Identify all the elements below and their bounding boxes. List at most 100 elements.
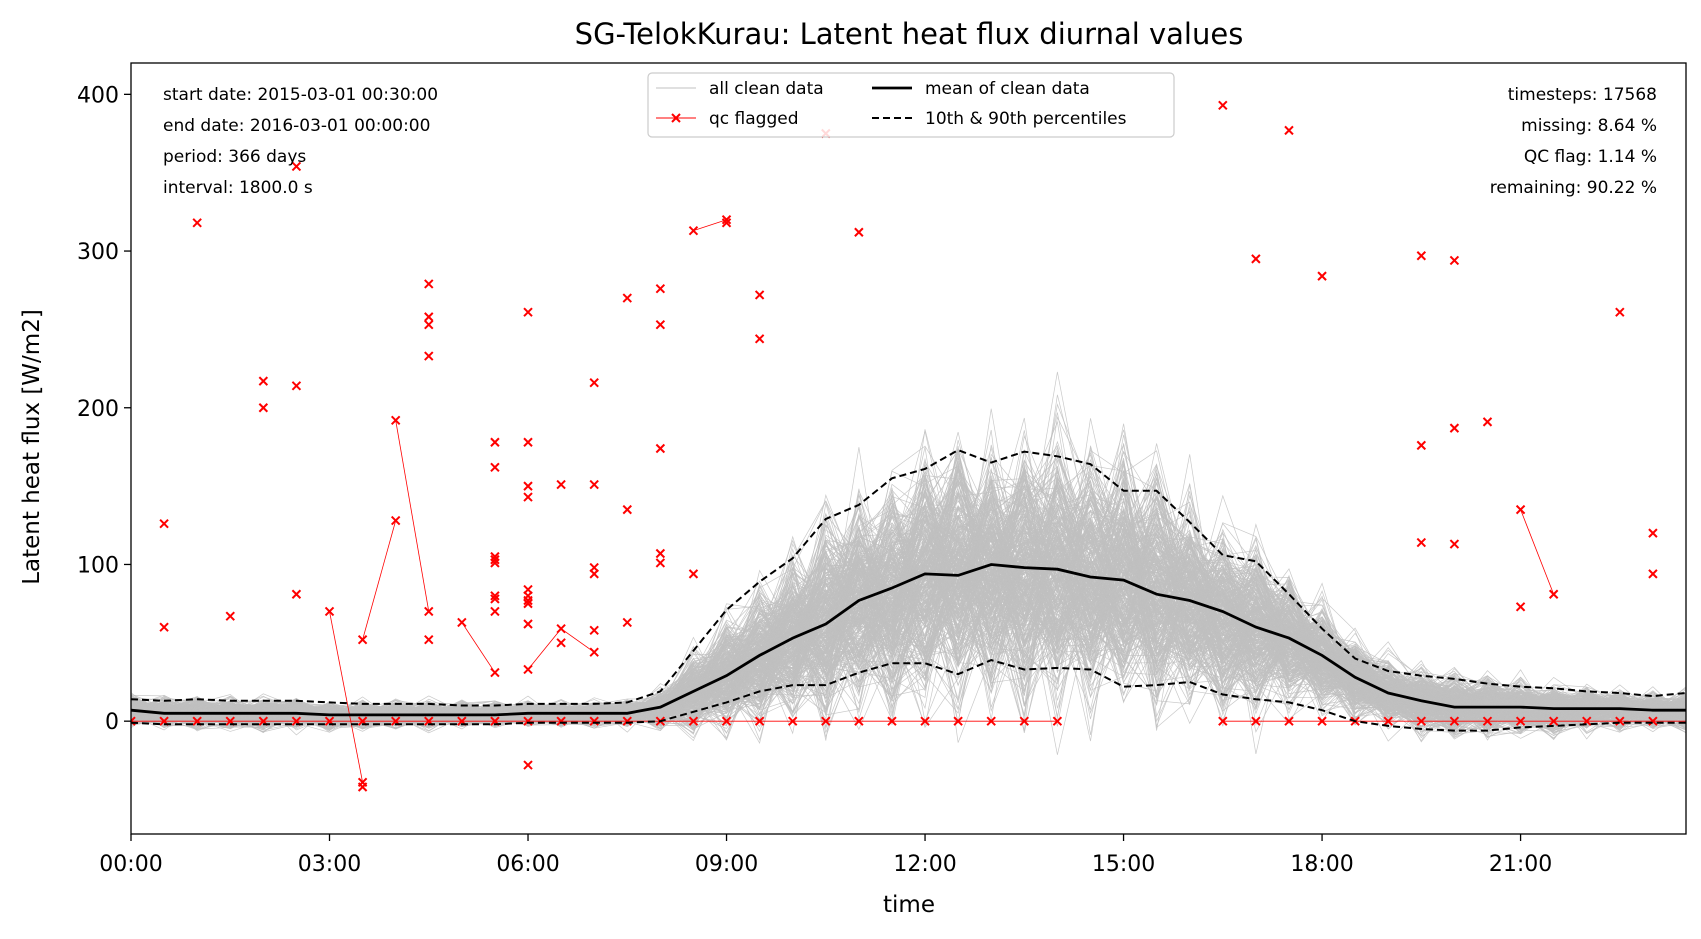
- qc-flagged-marker: [1648, 569, 1658, 579]
- qc-marker-stroke: [556, 638, 566, 648]
- qc-marker-stroke: [986, 716, 996, 726]
- qc-flagged-marker: [854, 716, 864, 726]
- qc-marker-stroke: [1251, 254, 1261, 264]
- qc-marker-stroke: [523, 595, 533, 606]
- qc-marker-stroke: [1218, 716, 1228, 726]
- chart-title: SG-TelokKurau: Latent heat flux diurnal …: [575, 17, 1244, 51]
- clean-data-line: [131, 468, 1686, 734]
- legend-entry: all clean data: [656, 79, 824, 99]
- qc-marker-stroke: [721, 218, 732, 228]
- qc-flagged-marker: [1548, 716, 1559, 726]
- legend-entry: mean of clean data: [872, 79, 1090, 99]
- qc-flagged-marker: [556, 479, 566, 490]
- qc-marker-stroke: [490, 558, 500, 568]
- qc-marker-stroke: [357, 634, 368, 645]
- qc-flagged-marker: [523, 595, 533, 606]
- qc-marker-stroke: [523, 598, 533, 609]
- qc-flagged-marker: [754, 334, 765, 344]
- legend-label: 10th & 90th percentiles: [925, 109, 1127, 129]
- qc-marker-stroke: [655, 558, 666, 568]
- qc-marker-stroke: [1284, 716, 1294, 726]
- info-left-line: start date: 2015-03-01 00:30:00: [163, 85, 438, 105]
- qc-marker-stroke: [490, 555, 500, 565]
- qc-flagged-marker: [192, 218, 202, 228]
- qc-flagged-marker: [655, 443, 666, 454]
- qc-marker-stroke: [1019, 716, 1030, 726]
- qc-segment: [527, 628, 562, 670]
- qc-flagged-marker: [291, 161, 302, 172]
- qc-flagged-marker: [821, 716, 831, 726]
- qc-flagged-marker: [556, 716, 566, 726]
- qc-marker-stroke: [1383, 716, 1393, 726]
- qc-flagged-marker: [1218, 716, 1228, 726]
- qc-marker-stroke: [523, 716, 533, 726]
- qc-flagged-marker: [589, 377, 599, 388]
- qc-marker-stroke: [589, 479, 599, 490]
- qc-flagged-marker: [655, 319, 666, 330]
- qc-marker-stroke: [953, 716, 963, 726]
- qc-flagged-marker: [1251, 254, 1261, 264]
- x-tick-label: 06:00: [496, 852, 559, 877]
- qc-flagged-marker: [986, 716, 996, 726]
- qc-flagged-marker: [589, 625, 599, 635]
- qc-flagged-marker: [1416, 251, 1427, 261]
- qc-marker-stroke: [424, 312, 434, 322]
- y-axis: 0 100 200 300 400: [77, 83, 131, 735]
- clean-data-line: [131, 448, 1686, 730]
- qc-marker-stroke: [490, 606, 500, 617]
- qc-marker-stroke: [1515, 716, 1526, 726]
- qc-flagged-marker: [589, 716, 599, 726]
- qc-flagged-marker: [1482, 716, 1493, 726]
- qc-marker-stroke: [324, 606, 335, 617]
- qc-marker-stroke: [854, 716, 864, 726]
- qc-flagged-marker: [787, 716, 798, 726]
- qc-flagged-marker: [424, 634, 434, 645]
- qc-marker-stroke: [754, 290, 765, 300]
- percentile-10-line: [131, 659, 1686, 732]
- qc-flagged-marker: [854, 227, 864, 237]
- qc-flagged-marker: [1284, 125, 1294, 136]
- qc-flagged-marker: [721, 215, 732, 225]
- qc-marker-stroke: [754, 334, 765, 344]
- qc-marker-stroke: [291, 716, 302, 726]
- qc-flagged-marker: [291, 589, 302, 599]
- qc-marker-stroke: [291, 381, 302, 391]
- qc-marker-stroke: [589, 569, 599, 579]
- qc-marker-stroke: [622, 293, 632, 303]
- x-tick-label: 18:00: [1290, 852, 1353, 877]
- percentile-90-line: [131, 448, 1686, 707]
- clean-data-line: [131, 509, 1686, 733]
- qc-marker-stroke: [1449, 539, 1460, 549]
- qc-marker-stroke: [1515, 504, 1526, 515]
- qc-marker-stroke: [357, 716, 368, 726]
- qc-marker-stroke: [1416, 537, 1427, 548]
- qc-flagged-marker: [258, 403, 269, 413]
- clean-data-line: [131, 456, 1686, 725]
- qc-segment: [362, 520, 397, 640]
- qc-flagged-marker: [258, 376, 269, 386]
- qc-flagged-marker: [1449, 539, 1460, 549]
- qc-segment: [395, 420, 430, 612]
- qc-flagged-marker: [1284, 716, 1294, 726]
- qc-marker-stroke: [523, 760, 533, 770]
- qc-flagged-marker: [721, 218, 732, 228]
- qc-flagged-marker: [424, 351, 434, 361]
- qc-flagged-marker: [390, 415, 401, 425]
- qc-flagged-marker: [1648, 716, 1658, 726]
- qc-flagged-marker: [424, 606, 434, 617]
- qc-flagged-marker: [424, 312, 434, 322]
- clean-data-line: [131, 467, 1686, 727]
- plot-frame: [130, 62, 1687, 835]
- legend-label: qc flagged: [709, 109, 799, 129]
- qc-flagged-marker: [688, 569, 699, 579]
- qc-marker-stroke: [589, 625, 599, 635]
- legend-box: [647, 72, 1175, 138]
- qc-flagged-marker: [390, 515, 401, 526]
- legend: all clean data mean of clean data qc flagg…: [647, 72, 1175, 138]
- qc-marker-stroke: [390, 515, 401, 526]
- qc-flagged-marker: [1615, 307, 1625, 317]
- qc-marker-stroke: [655, 443, 666, 454]
- y-tick-label: 0: [105, 710, 119, 735]
- qc-flagged-marker: [490, 462, 500, 473]
